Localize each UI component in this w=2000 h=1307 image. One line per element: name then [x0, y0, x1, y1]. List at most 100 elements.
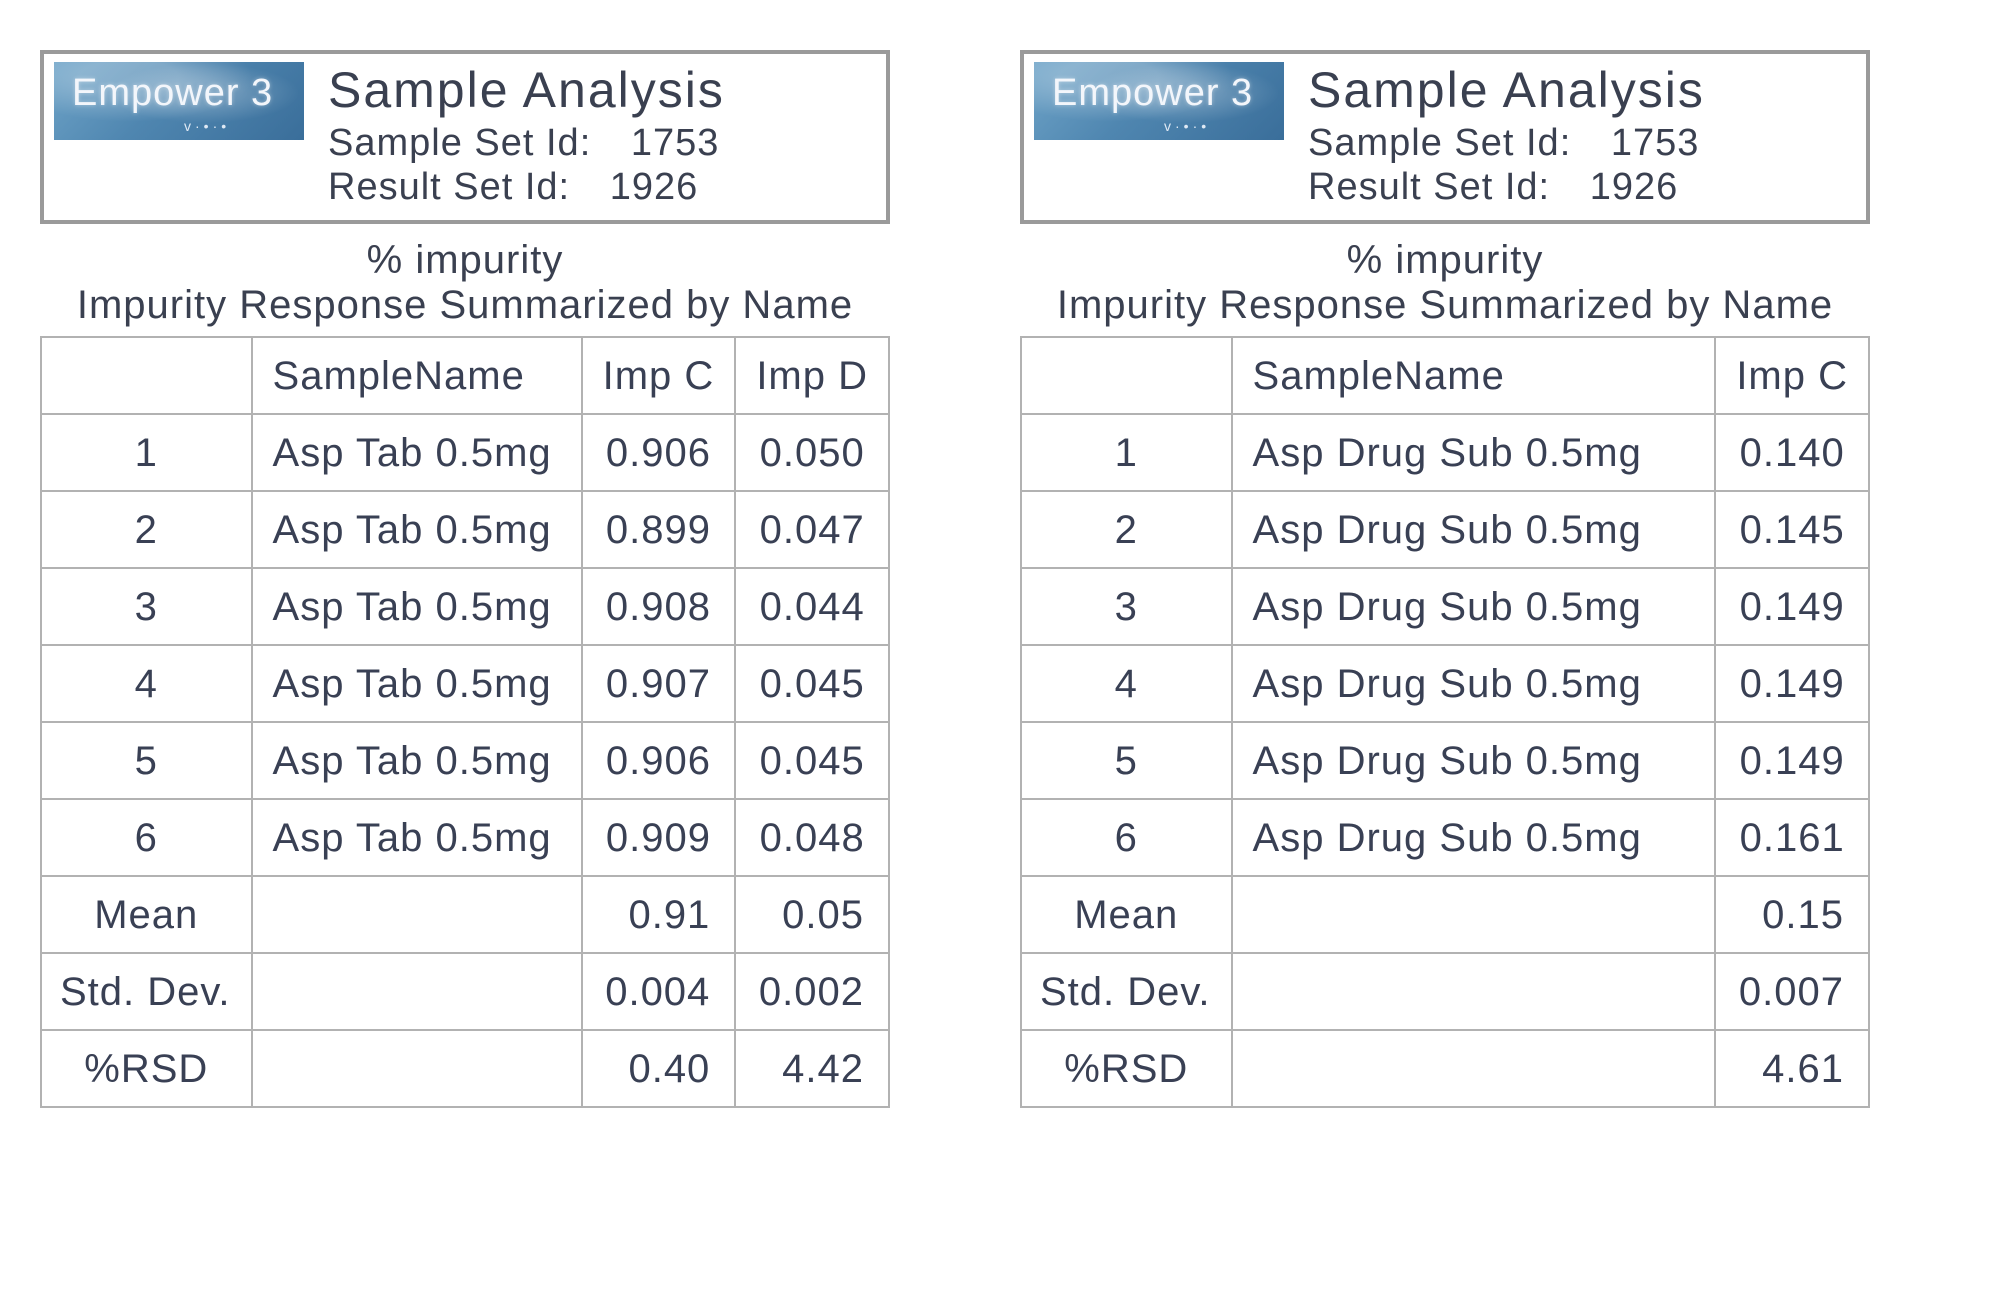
row-index: 1: [1021, 414, 1232, 491]
imp-d-value: 0.047: [735, 491, 889, 568]
empower-logo: Empower 3 v·•·•: [1034, 62, 1284, 140]
stat-label-rsd: %RSD: [1021, 1030, 1232, 1107]
stat-row-std: Std. Dev. 0.007: [1021, 953, 1869, 1030]
col-header-imp-d: Imp D: [735, 337, 889, 414]
sample-name: Asp Tab 0.5mg: [252, 722, 582, 799]
report-header-box: Empower 3 v·•·• Sample Analysis Sample S…: [1020, 50, 1870, 224]
sample-name: Asp Drug Sub 0.5mg: [1232, 645, 1716, 722]
empower-logo-text: Empower 3: [1052, 72, 1253, 115]
stat-empty: [1232, 1030, 1716, 1107]
result-set-label: Result Set Id:: [1308, 166, 1550, 208]
stat-row-mean: Mean 0.15: [1021, 876, 1869, 953]
sample-name: Asp Drug Sub 0.5mg: [1232, 414, 1716, 491]
sample-set-label: Sample Set Id:: [328, 122, 591, 164]
sample-name: Asp Tab 0.5mg: [252, 491, 582, 568]
stat-row-std: Std. Dev. 0.004 0.002: [41, 953, 889, 1030]
stat-label-std: Std. Dev.: [41, 953, 252, 1030]
imp-c-value: 0.907: [582, 645, 736, 722]
mean-imp-c: 0.15: [1715, 876, 1869, 953]
row-index: 2: [1021, 491, 1232, 568]
row-index: 4: [41, 645, 252, 722]
subtitle-line1: % impurity: [40, 238, 890, 283]
std-imp-d: 0.002: [735, 953, 889, 1030]
sample-name: Asp Drug Sub 0.5mg: [1232, 799, 1716, 876]
report-title: Sample Analysis: [1308, 64, 1705, 117]
table-header-row: SampleName Imp C Imp D: [41, 337, 889, 414]
imp-c-value: 0.161: [1715, 799, 1869, 876]
row-index: 3: [1021, 568, 1232, 645]
stat-empty: [252, 876, 582, 953]
col-header-imp-c: Imp C: [582, 337, 736, 414]
imp-c-value: 0.149: [1715, 568, 1869, 645]
rsd-imp-d: 4.42: [735, 1030, 889, 1107]
empower-logo-sub: v·•·•: [1164, 118, 1210, 134]
imp-c-value: 0.149: [1715, 645, 1869, 722]
table-row: 5 Asp Drug Sub 0.5mg 0.149: [1021, 722, 1869, 799]
table-row: 2 Asp Drug Sub 0.5mg 0.145: [1021, 491, 1869, 568]
result-set-line: Result Set Id: 1926: [328, 165, 725, 210]
stat-empty: [252, 1030, 582, 1107]
imp-d-value: 0.044: [735, 568, 889, 645]
stat-row-rsd: %RSD 0.40 4.42: [41, 1030, 889, 1107]
stat-empty: [1232, 876, 1716, 953]
imp-c-value: 0.899: [582, 491, 736, 568]
imp-c-value: 0.145: [1715, 491, 1869, 568]
report-header-box: Empower 3 v·•·• Sample Analysis Sample S…: [40, 50, 890, 224]
header-lines: Sample Analysis Sample Set Id: 1753 Resu…: [1308, 62, 1705, 210]
panel-right: Empower 3 v·•·• Sample Analysis Sample S…: [1020, 50, 1870, 1267]
table-row: 3 Asp Drug Sub 0.5mg 0.149: [1021, 568, 1869, 645]
imp-c-value: 0.906: [582, 414, 736, 491]
imp-c-value: 0.140: [1715, 414, 1869, 491]
row-index: 5: [1021, 722, 1232, 799]
table-row: 6 Asp Drug Sub 0.5mg 0.161: [1021, 799, 1869, 876]
table-row: 6 Asp Tab 0.5mg 0.909 0.048: [41, 799, 889, 876]
impurity-table-right: SampleName Imp C 1 Asp Drug Sub 0.5mg 0.…: [1020, 336, 1870, 1108]
header-lines: Sample Analysis Sample Set Id: 1753 Resu…: [328, 62, 725, 210]
sample-name: Asp Drug Sub 0.5mg: [1232, 722, 1716, 799]
sample-name: Asp Drug Sub 0.5mg: [1232, 568, 1716, 645]
col-header-samplename: SampleName: [252, 337, 582, 414]
mean-imp-d: 0.05: [735, 876, 889, 953]
std-imp-c: 0.004: [582, 953, 736, 1030]
table-row: 4 Asp Drug Sub 0.5mg 0.149: [1021, 645, 1869, 722]
table-row: 1 Asp Drug Sub 0.5mg 0.140: [1021, 414, 1869, 491]
stat-label-std: Std. Dev.: [1021, 953, 1232, 1030]
sample-name: Asp Tab 0.5mg: [252, 568, 582, 645]
stat-label-mean: Mean: [1021, 876, 1232, 953]
row-index: 5: [41, 722, 252, 799]
subtitle-line1: % impurity: [1020, 238, 1870, 283]
imp-c-value: 0.906: [582, 722, 736, 799]
stat-row-rsd: %RSD 4.61: [1021, 1030, 1869, 1107]
empower-logo-sub: v·•·•: [184, 118, 230, 134]
sample-set-line: Sample Set Id: 1753: [328, 121, 725, 166]
row-index: 1: [41, 414, 252, 491]
sample-set-label: Sample Set Id:: [1308, 122, 1571, 164]
result-set-line: Result Set Id: 1926: [1308, 165, 1705, 210]
table-row: 1 Asp Tab 0.5mg 0.906 0.050: [41, 414, 889, 491]
stat-row-mean: Mean 0.91 0.05: [41, 876, 889, 953]
imp-d-value: 0.048: [735, 799, 889, 876]
col-header-imp-c: Imp C: [1715, 337, 1869, 414]
subtitle-line2: Impurity Response Summarized by Name: [40, 283, 890, 328]
col-header-samplename: SampleName: [1232, 337, 1716, 414]
result-set-id: 1926: [1590, 166, 1679, 208]
table-row: 5 Asp Tab 0.5mg 0.906 0.045: [41, 722, 889, 799]
col-header-index: [41, 337, 252, 414]
sample-set-line: Sample Set Id: 1753: [1308, 121, 1705, 166]
empower-logo: Empower 3 v·•·•: [54, 62, 304, 140]
stat-label-rsd: %RSD: [41, 1030, 252, 1107]
impurity-table-left: SampleName Imp C Imp D 1 Asp Tab 0.5mg 0…: [40, 336, 890, 1108]
col-header-index: [1021, 337, 1232, 414]
sample-name: Asp Tab 0.5mg: [252, 799, 582, 876]
imp-d-value: 0.045: [735, 645, 889, 722]
subtitle-line2: Impurity Response Summarized by Name: [1020, 283, 1870, 328]
sample-set-id: 1753: [631, 122, 720, 164]
rsd-imp-c: 4.61: [1715, 1030, 1869, 1107]
stat-label-mean: Mean: [41, 876, 252, 953]
table-row: 3 Asp Tab 0.5mg 0.908 0.044: [41, 568, 889, 645]
rsd-imp-c: 0.40: [582, 1030, 736, 1107]
row-index: 3: [41, 568, 252, 645]
row-index: 4: [1021, 645, 1232, 722]
row-index: 2: [41, 491, 252, 568]
page-root: Empower 3 v·•·• Sample Analysis Sample S…: [0, 0, 2000, 1307]
